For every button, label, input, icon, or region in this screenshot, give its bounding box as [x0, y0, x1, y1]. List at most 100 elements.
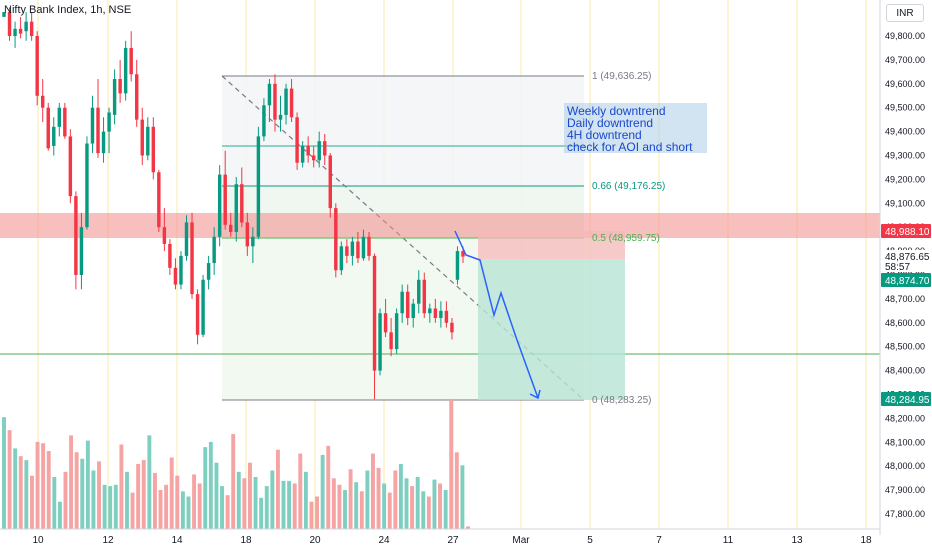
candle[interactable] — [229, 212, 233, 237]
candle[interactable] — [328, 153, 332, 218]
price-axis[interactable]: 49,800.00 49,700.00 49,600.00 49,500.00 49,4… — [879, 0, 932, 550]
candle[interactable] — [118, 59, 122, 103]
candle[interactable] — [101, 117, 106, 163]
projection-path[interactable] — [454, 230, 541, 400]
candle[interactable] — [289, 79, 294, 123]
candle[interactable] — [240, 167, 244, 228]
candle[interactable] — [190, 212, 194, 299]
candle[interactable] — [295, 112, 299, 170]
candle[interactable] — [306, 136, 310, 163]
candle[interactable] — [74, 191, 78, 290]
volume-bar — [320, 454, 325, 529]
candle[interactable] — [234, 177, 238, 242]
candle[interactable] — [223, 150, 227, 230]
candle[interactable] — [405, 284, 410, 326]
candle[interactable] — [146, 117, 150, 161]
candle[interactable] — [90, 95, 95, 154]
projection-line[interactable] — [454, 230, 539, 399]
candle[interactable] — [367, 231, 371, 261]
candle[interactable] — [372, 253, 377, 400]
candle[interactable] — [383, 298, 388, 338]
currency-selector[interactable]: INR — [886, 4, 924, 22]
candle[interactable] — [129, 31, 133, 82]
candle[interactable] — [2, 12, 6, 17]
annotation-note[interactable]: Weekly downtrend Daily downtrend 4H down… — [564, 103, 707, 153]
candle[interactable] — [444, 301, 449, 328]
candle[interactable] — [79, 212, 84, 290]
candle[interactable] — [394, 308, 399, 354]
candle[interactable] — [13, 21, 17, 48]
candle[interactable] — [162, 208, 167, 252]
candle[interactable] — [107, 107, 111, 154]
candle[interactable] — [151, 117, 156, 180]
candle[interactable] — [18, 16, 23, 39]
candle[interactable] — [123, 40, 128, 101]
candle-body — [439, 310, 443, 319]
candles[interactable] — [2, 7, 465, 400]
candle[interactable] — [251, 227, 255, 264]
candle[interactable] — [68, 129, 73, 204]
candle[interactable] — [439, 301, 443, 328]
candle[interactable] — [57, 102, 62, 137]
candle[interactable] — [278, 95, 283, 132]
candle[interactable] — [173, 258, 178, 290]
candle[interactable] — [140, 107, 144, 166]
candle[interactable] — [201, 275, 205, 338]
candle[interactable] — [361, 229, 366, 261]
candle[interactable] — [96, 79, 100, 158]
candle[interactable] — [300, 141, 305, 168]
candle[interactable] — [433, 298, 438, 323]
candle[interactable] — [345, 239, 349, 264]
candle[interactable] — [356, 231, 360, 264]
candle[interactable] — [29, 12, 34, 41]
candle[interactable] — [422, 272, 427, 319]
price-tick-label: 48,500.00 — [885, 342, 925, 352]
candle[interactable] — [417, 270, 421, 314]
candle[interactable] — [311, 145, 316, 168]
resistance-zone[interactable] — [0, 213, 880, 238]
candle[interactable] — [217, 165, 222, 247]
symbol-title[interactable]: Nifty Bank Index, 1h, NSE — [4, 4, 132, 16]
candle[interactable] — [284, 83, 288, 125]
candle[interactable] — [195, 289, 200, 345]
candle[interactable] — [63, 102, 67, 139]
candle[interactable] — [267, 79, 272, 123]
candle[interactable] — [256, 126, 261, 240]
candle[interactable] — [46, 102, 50, 151]
candle[interactable] — [273, 74, 277, 132]
candle[interactable] — [339, 241, 344, 275]
candle[interactable] — [24, 12, 28, 41]
candle[interactable] — [455, 246, 460, 285]
volume-bar — [164, 484, 169, 529]
candle[interactable] — [52, 117, 56, 156]
candle[interactable] — [179, 251, 183, 290]
candle[interactable] — [334, 203, 338, 278]
candle[interactable] — [112, 69, 117, 125]
candle-body — [411, 303, 415, 319]
short-position-tool[interactable] — [478, 231, 625, 400]
candle[interactable] — [35, 31, 39, 106]
time-axis[interactable]: 10 12 14 18 20 24 27 Mar 5 7 11 13 18 — [0, 528, 880, 546]
candle[interactable] — [157, 169, 161, 232]
candle[interactable] — [184, 215, 189, 261]
candle[interactable] — [428, 303, 432, 323]
candle[interactable] — [7, 7, 12, 41]
candle[interactable] — [85, 136, 89, 230]
candle[interactable] — [411, 298, 415, 328]
candle[interactable] — [317, 131, 321, 168]
candle[interactable] — [135, 59, 139, 127]
candle[interactable] — [206, 255, 211, 290]
candle[interactable] — [168, 239, 172, 275]
candle[interactable] — [378, 308, 382, 376]
candle[interactable] — [323, 133, 327, 166]
candle[interactable] — [400, 284, 404, 323]
candle[interactable] — [245, 212, 250, 256]
candle[interactable] — [40, 79, 45, 123]
candle[interactable] — [212, 227, 216, 275]
candle[interactable] — [450, 318, 454, 340]
candle[interactable] — [389, 318, 393, 357]
candle[interactable] — [350, 236, 355, 266]
candle[interactable] — [262, 98, 266, 142]
